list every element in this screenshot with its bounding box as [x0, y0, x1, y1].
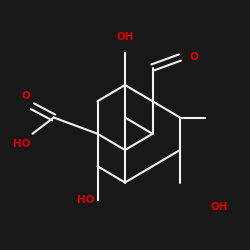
- Text: O: O: [21, 91, 30, 101]
- Text: HO: HO: [78, 195, 95, 205]
- Text: OH: OH: [116, 32, 134, 42]
- Text: O: O: [190, 52, 199, 62]
- Text: HO: HO: [12, 139, 30, 149]
- Text: OH: OH: [210, 202, 228, 212]
